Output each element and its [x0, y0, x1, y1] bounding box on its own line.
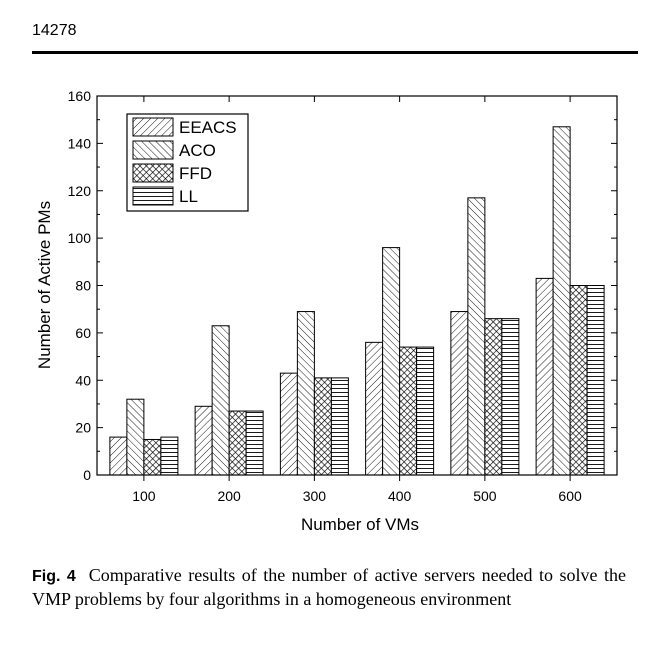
legend-swatch-aco	[132, 140, 174, 160]
legend-label-ffd: FFD	[179, 164, 212, 183]
y-tick-label: 40	[75, 372, 91, 388]
bar-eeacs-200	[194, 405, 213, 476]
page-number: 14278	[32, 22, 77, 39]
legend-swatch-eeacs	[132, 117, 174, 137]
x-axis-label: Number of VMs	[301, 515, 419, 534]
bar-aco-500	[467, 197, 486, 476]
figure-caption: Fig. 4 Comparative results of the number…	[32, 564, 626, 611]
bar-eeacs-600	[535, 277, 554, 476]
bar-eeacs-100	[109, 436, 128, 476]
y-axis-label: Number of Active PMs	[35, 201, 54, 369]
bar-ll-500	[501, 318, 520, 476]
x-tick-label: 200	[217, 488, 241, 504]
bar-aco-400	[382, 247, 401, 476]
bar-eeacs-300	[279, 372, 298, 476]
y-tick-label: 80	[75, 278, 91, 294]
bar-ll-200	[245, 410, 264, 476]
bar-ffd-100	[143, 438, 162, 476]
y-tick-label: 20	[75, 420, 91, 436]
legend: EEACS ACO FFD LL	[126, 113, 249, 212]
bar-aco-200	[211, 325, 230, 476]
axes-layer: 0 20 40 60 80 100 120 140 160 100 200 300 400 500 600	[68, 88, 618, 504]
bar-ll-400	[416, 346, 435, 476]
y-tick-label: 60	[75, 325, 91, 341]
legend-label-ll: LL	[179, 187, 198, 206]
legend-label-eeacs: EEACS	[179, 118, 237, 137]
bar-ffd-400	[399, 346, 418, 476]
legend-swatch-ffd	[132, 163, 174, 183]
y-tick-label: 120	[68, 183, 92, 199]
x-tick-label: 100	[132, 488, 156, 504]
y-tick-label: 100	[68, 230, 92, 246]
x-tick-label: 400	[388, 488, 412, 504]
caption-text: Comparative results of the number of act…	[32, 565, 626, 609]
y-tick-label: 140	[68, 135, 92, 151]
bar-ll-300	[330, 377, 349, 476]
x-tick-label: 300	[303, 488, 327, 504]
header-rule	[32, 51, 638, 54]
bar-ffd-300	[313, 377, 332, 476]
bar-ll-600	[586, 285, 605, 476]
bar-ffd-500	[484, 318, 503, 476]
bar-aco-100	[126, 398, 145, 476]
bar-eeacs-400	[365, 341, 384, 476]
y-tick-label: 160	[68, 88, 92, 104]
bar-ll-100	[160, 436, 179, 476]
bar-ffd-600	[569, 285, 588, 476]
legend-label-aco: ACO	[179, 141, 216, 160]
legend-swatch-ll	[132, 186, 174, 206]
bar-ffd-200	[228, 410, 247, 476]
x-tick-label: 500	[473, 488, 497, 504]
bar-aco-300	[296, 311, 315, 476]
figure-label: Fig. 4	[32, 568, 76, 585]
bar-aco-600	[552, 126, 571, 476]
bar-eeacs-500	[450, 311, 469, 476]
x-tick-label: 600	[558, 488, 582, 504]
y-tick-label: 0	[83, 467, 91, 483]
